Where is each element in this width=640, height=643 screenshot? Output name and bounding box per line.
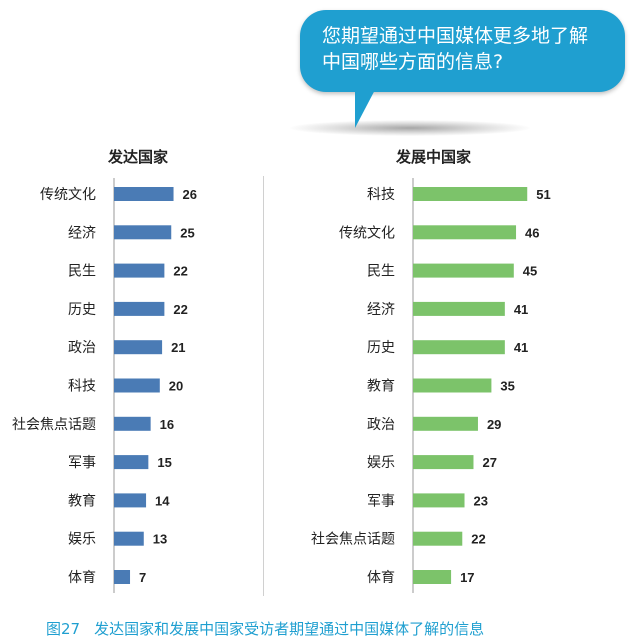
developed-value-label: 25 <box>180 225 194 240</box>
developing-category-label: 军事 <box>367 493 395 509</box>
developed-category-label: 民生 <box>68 264 96 280</box>
speech-bubble <box>300 10 625 92</box>
developed-bar <box>114 455 149 470</box>
developing-category-label: 政治 <box>367 417 395 433</box>
developed-value-label: 7 <box>139 570 146 585</box>
developing-category-label: 传统文化 <box>339 225 395 241</box>
developing-bar <box>413 455 474 470</box>
figure-caption-text: 发达国家和发展中国家受访者期望通过中国媒体了解的信息 <box>94 620 485 638</box>
developed-category-label: 传统文化 <box>40 187 96 203</box>
developing-category-label: 科技 <box>367 187 395 203</box>
developing-category-label: 教育 <box>367 379 395 395</box>
developed-category-label: 政治 <box>68 340 96 356</box>
developed-panel-title: 发达国家 <box>108 148 169 166</box>
developing-value-label: 41 <box>514 340 528 355</box>
developed-bar <box>114 378 160 393</box>
developing-category-label: 社会焦点话题 <box>311 532 395 548</box>
developing-value-label: 35 <box>500 379 514 394</box>
developing-value-label: 45 <box>523 264 537 279</box>
developing-value-label: 29 <box>487 417 501 432</box>
developed-category-label: 经济 <box>68 225 96 241</box>
developed-bar <box>114 187 174 201</box>
developed-category-label: 体育 <box>68 570 96 586</box>
developing-bar <box>413 340 505 355</box>
developing-panel-title: 发展中国家 <box>396 148 472 166</box>
developing-category-label: 经济 <box>367 302 395 318</box>
developed-bar <box>114 531 144 546</box>
developing-bar <box>413 187 528 201</box>
developing-value-label: 46 <box>525 225 539 240</box>
developed-bar <box>114 493 147 508</box>
bubble-question-line-1: 您期望通过中国媒体更多地了解 <box>322 25 589 47</box>
developing-bar <box>413 416 478 431</box>
developed-value-label: 14 <box>155 493 170 508</box>
developing-value-label: 22 <box>471 532 485 547</box>
developing-value-label: 51 <box>536 187 550 202</box>
developed-bar <box>114 301 165 316</box>
developing-category-label: 娱乐 <box>367 455 395 471</box>
figure-caption: 图27 发达国家和发展中国家受访者期望通过中国媒体了解的信息 <box>46 618 484 639</box>
developing-category-label: 历史 <box>367 340 395 356</box>
developing-bar <box>413 570 452 584</box>
developing-value-label: 17 <box>460 570 474 585</box>
bubble-question-line-2: 中国哪些方面的信息? <box>322 51 504 73</box>
developing-bar <box>413 531 463 546</box>
developed-category-label: 历史 <box>68 302 96 318</box>
developed-value-label: 16 <box>160 417 174 432</box>
developed-bar <box>114 340 163 355</box>
figure-number: 图27 <box>46 620 81 638</box>
developed-value-label: 13 <box>153 532 167 547</box>
developed-category-label: 军事 <box>68 455 96 471</box>
developing-bar <box>413 301 505 316</box>
developed-bar <box>114 570 131 584</box>
developed-bar <box>114 416 151 431</box>
developed-value-label: 21 <box>171 340 185 355</box>
developed-value-label: 15 <box>157 455 171 470</box>
speech-bubble-shadow <box>290 120 530 136</box>
developing-bar <box>413 378 492 393</box>
developing-bar <box>413 493 465 508</box>
developed-category-label: 教育 <box>68 493 96 509</box>
developing-bar <box>413 263 514 278</box>
developing-value-label: 23 <box>474 493 488 508</box>
panel-divider <box>263 176 264 596</box>
developing-category-label: 民生 <box>367 264 395 280</box>
developed-bar <box>114 263 165 278</box>
developed-value-label: 22 <box>173 302 187 317</box>
developed-category-label: 娱乐 <box>68 532 96 548</box>
developed-category-label: 社会焦点话题 <box>12 417 96 433</box>
developing-bar <box>413 225 517 240</box>
developed-bar <box>114 225 172 240</box>
developing-category-label: 体育 <box>367 570 395 586</box>
speech-bubble-tail <box>355 86 377 128</box>
developed-category-label: 科技 <box>68 379 96 395</box>
developed-value-label: 20 <box>169 379 183 394</box>
developing-value-label: 27 <box>482 455 496 470</box>
developed-value-label: 26 <box>183 187 197 202</box>
developed-value-label: 22 <box>173 264 187 279</box>
developing-value-label: 41 <box>514 302 528 317</box>
